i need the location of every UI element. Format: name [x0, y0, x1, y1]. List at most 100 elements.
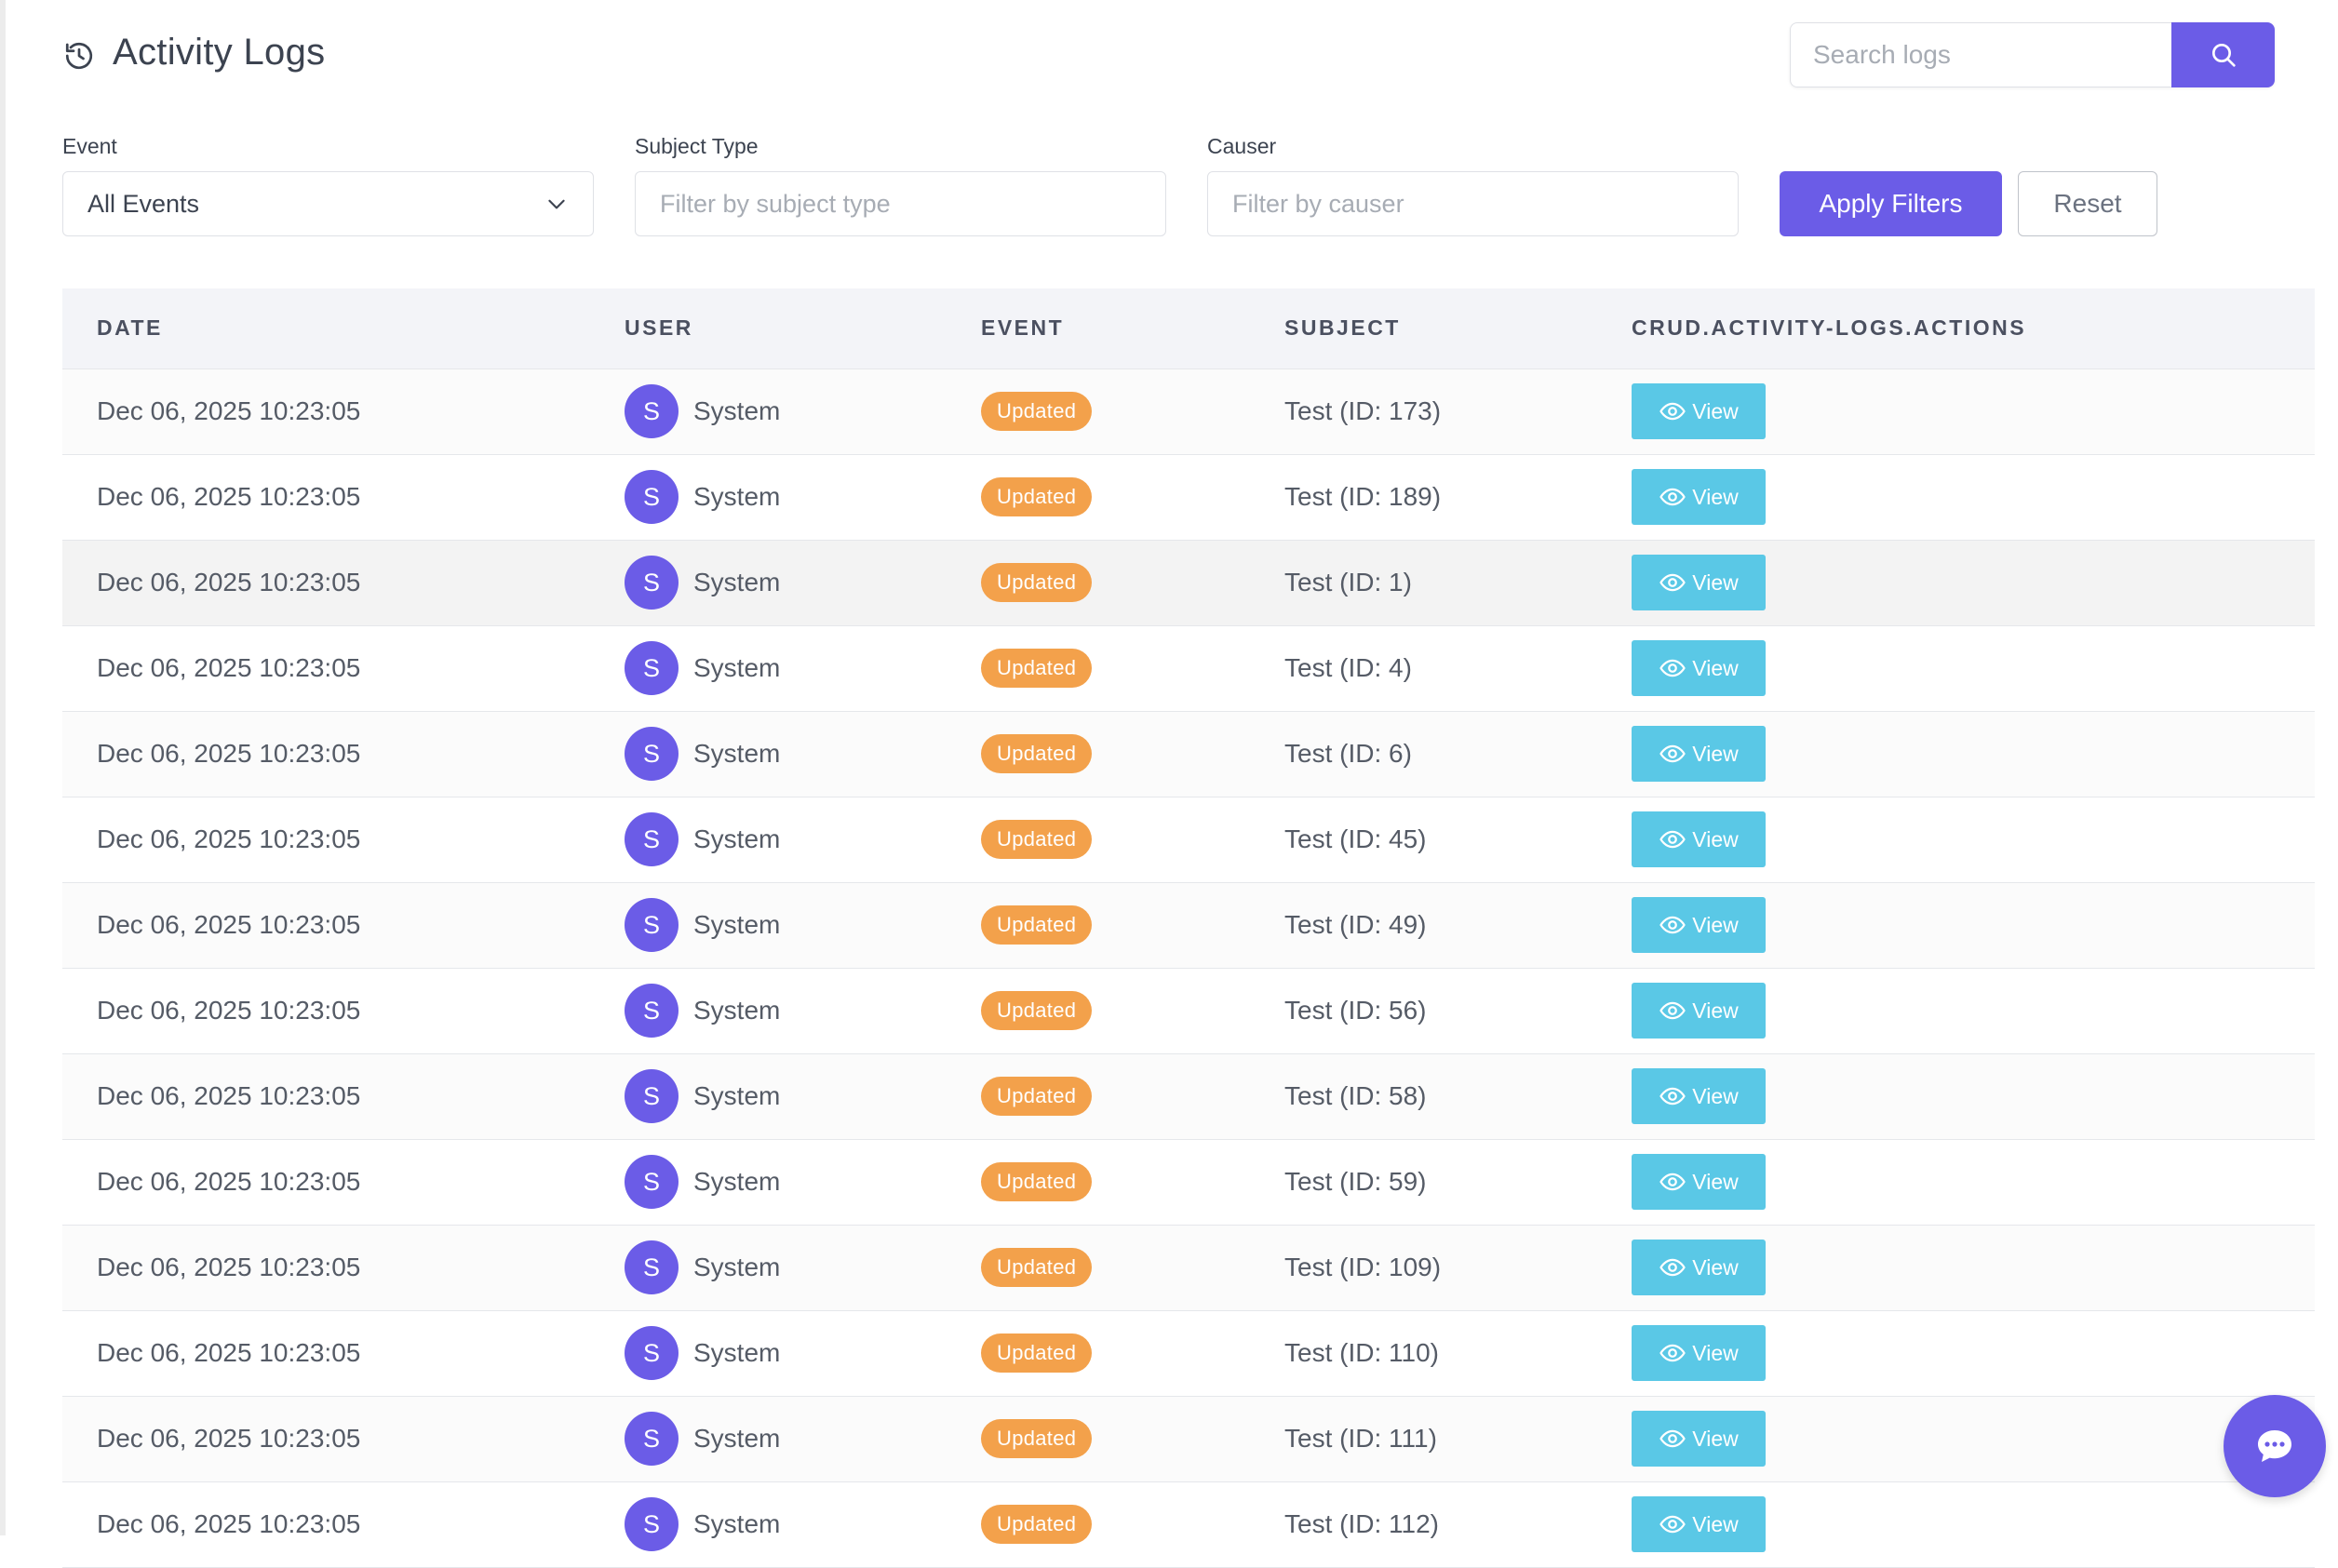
event-cell: Updated: [947, 1139, 1250, 1226]
event-cell: Updated: [947, 625, 1250, 712]
date-cell: Dec 06, 2025 10:23:05: [62, 1053, 590, 1140]
table-row: Dec 06, 2025 10:23:05 S System Updated Test …: [62, 1053, 2315, 1140]
column-header-actions: CRUD.ACTIVITY-LOGS.ACTIONS: [1597, 288, 2315, 369]
event-badge: Updated: [981, 392, 1093, 431]
user-cell: S System: [590, 540, 947, 626]
table-row: Dec 06, 2025 10:23:05 S System Updated Test …: [62, 369, 2315, 455]
date-cell: Dec 06, 2025 10:23:05: [62, 1481, 590, 1568]
chat-button[interactable]: [2224, 1395, 2326, 1497]
table-row: Dec 06, 2025 10:23:05 S System Updated Test …: [62, 797, 2315, 883]
table-row: Dec 06, 2025 10:23:05 S System Updated Test …: [62, 1225, 2315, 1311]
actions-cell: View: [1597, 1481, 2315, 1568]
view-button[interactable]: View: [1632, 1325, 1766, 1381]
activity-logs-table: DATE USER EVENT SUBJECT CRUD.ACTIVITY-LO…: [62, 288, 2315, 1568]
event-cell: Updated: [947, 1225, 1250, 1311]
avatar: S: [625, 1326, 679, 1380]
view-button[interactable]: View: [1632, 897, 1766, 953]
view-button-label: View: [1692, 1254, 1739, 1280]
chat-bubble-icon: [2258, 1430, 2291, 1462]
actions-cell: View: [1597, 1053, 2315, 1140]
search-input[interactable]: [1790, 22, 2171, 87]
subject-cell: Test (ID: 4): [1250, 625, 1597, 712]
event-badge: Updated: [981, 991, 1093, 1030]
view-button[interactable]: View: [1632, 469, 1766, 525]
subject-cell: Test (ID: 59): [1250, 1139, 1597, 1226]
eye-icon: [1659, 1344, 1686, 1362]
view-button-label: View: [1692, 912, 1739, 937]
date-cell: Dec 06, 2025 10:23:05: [62, 882, 590, 969]
date-cell: Dec 06, 2025 10:23:05: [62, 1310, 590, 1397]
event-cell: Updated: [947, 968, 1250, 1054]
reset-button[interactable]: Reset: [2018, 171, 2157, 236]
activity-logs-page: Activity Logs Event All Events Subjec: [62, 0, 2315, 1568]
subject-cell: Test (ID: 110): [1250, 1310, 1597, 1397]
view-button[interactable]: View: [1632, 726, 1766, 782]
event-cell: Updated: [947, 454, 1250, 541]
subject-cell: Test (ID: 109): [1250, 1225, 1597, 1311]
causer-input[interactable]: [1207, 171, 1739, 236]
subject-type-filter-group: Subject Type: [635, 134, 1166, 236]
subject-type-input[interactable]: [635, 171, 1166, 236]
event-badge: Updated: [981, 1077, 1093, 1116]
eye-icon: [1659, 1087, 1686, 1106]
chevron-down-icon: [548, 199, 565, 209]
table-row: Dec 06, 2025 10:23:05 S System Updated Test …: [62, 540, 2315, 626]
column-header-user[interactable]: USER: [590, 288, 947, 369]
user-name: System: [693, 653, 781, 682]
view-button[interactable]: View: [1632, 983, 1766, 1039]
view-button[interactable]: View: [1632, 555, 1766, 610]
user-cell: S System: [590, 882, 947, 969]
filters-bar: Event All Events Subject Type Causer App…: [62, 134, 2301, 236]
view-button-label: View: [1692, 1426, 1739, 1451]
event-badge: Updated: [981, 820, 1093, 859]
actions-cell: View: [1597, 1139, 2315, 1226]
table-row: Dec 06, 2025 10:23:05 S System Updated Test …: [62, 882, 2315, 969]
view-button-label: View: [1692, 398, 1739, 423]
event-filter-label: Event: [62, 134, 117, 158]
view-button[interactable]: View: [1632, 1068, 1766, 1124]
causer-filter-group: Causer: [1207, 134, 1739, 236]
subject-cell: Test (ID: 56): [1250, 968, 1597, 1054]
avatar: S: [625, 727, 679, 781]
date-cell: Dec 06, 2025 10:23:05: [62, 369, 590, 455]
avatar: S: [625, 1155, 679, 1209]
table-header: DATE USER EVENT SUBJECT CRUD.ACTIVITY-LO…: [62, 288, 2315, 369]
user-name: System: [693, 1338, 781, 1367]
column-header-event[interactable]: EVENT: [947, 288, 1250, 369]
view-button-label: View: [1692, 484, 1739, 509]
event-badge: Updated: [981, 1333, 1093, 1373]
column-header-date[interactable]: DATE: [62, 288, 590, 369]
user-cell: S System: [590, 797, 947, 883]
table-row: Dec 06, 2025 10:23:05 S System Updated Test …: [62, 968, 2315, 1054]
view-button[interactable]: View: [1632, 383, 1766, 439]
event-filter-group: Event All Events: [62, 134, 594, 236]
user-cell: S System: [590, 711, 947, 797]
activity-logs-table-wrap: DATE USER EVENT SUBJECT CRUD.ACTIVITY-LO…: [62, 288, 2315, 1568]
event-select[interactable]: All Events: [62, 171, 594, 236]
search-button[interactable]: [2171, 22, 2275, 87]
page-title: Activity Logs: [113, 32, 326, 73]
view-button[interactable]: View: [1632, 1154, 1766, 1210]
eye-icon: [1659, 916, 1686, 934]
view-button[interactable]: View: [1632, 1240, 1766, 1295]
date-cell: Dec 06, 2025 10:23:05: [62, 625, 590, 712]
view-button[interactable]: View: [1632, 640, 1766, 696]
user-name: System: [693, 824, 781, 853]
subject-cell: Test (ID: 173): [1250, 369, 1597, 455]
event-cell: Updated: [947, 711, 1250, 797]
eye-icon: [1659, 1515, 1686, 1534]
eye-icon: [1659, 1001, 1686, 1020]
view-button[interactable]: View: [1632, 1411, 1766, 1467]
table-row: Dec 06, 2025 10:23:05 S System Updated Test …: [62, 1396, 2315, 1482]
event-cell: Updated: [947, 1310, 1250, 1397]
user-name: System: [693, 1253, 781, 1281]
view-button[interactable]: View: [1632, 811, 1766, 867]
view-button-label: View: [1692, 655, 1739, 680]
subject-cell: Test (ID: 58): [1250, 1053, 1597, 1140]
column-header-subject[interactable]: SUBJECT: [1250, 288, 1597, 369]
apply-filters-button[interactable]: Apply Filters: [1780, 171, 2002, 236]
actions-cell: View: [1597, 1225, 2315, 1311]
view-button[interactable]: View: [1632, 1496, 1766, 1552]
actions-cell: View: [1597, 711, 2315, 797]
user-name: System: [693, 996, 781, 1025]
